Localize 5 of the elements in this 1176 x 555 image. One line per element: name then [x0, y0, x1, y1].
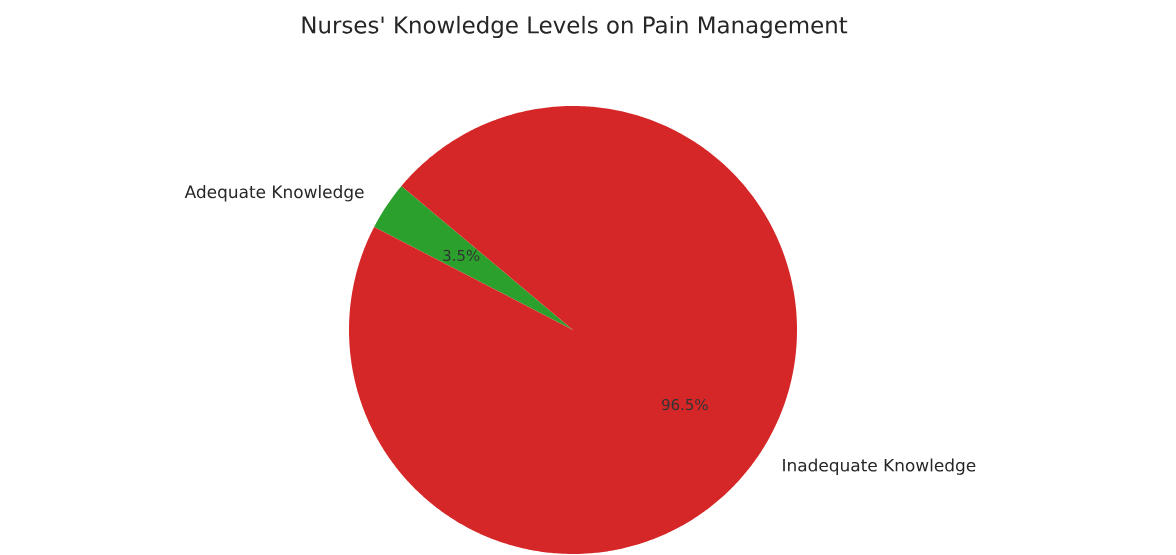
chart-title: Nurses' Knowledge Levels on Pain Management — [302, 15, 848, 39]
data-label: 96.5% — [662, 398, 708, 411]
slice-label: Adequate Knowledge — [184, 185, 364, 202]
slice-label: Inadequate Knowledge — [783, 458, 976, 475]
data-label: 3.5% — [443, 249, 480, 262]
